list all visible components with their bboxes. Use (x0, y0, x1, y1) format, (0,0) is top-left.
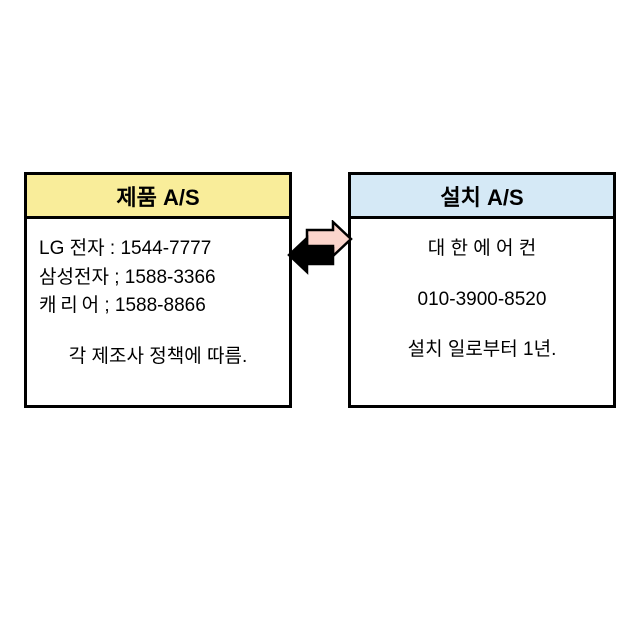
contact-phone: 1588-3366 (125, 264, 216, 293)
contact-separator: : (105, 235, 121, 264)
contact-separator: ; (99, 292, 115, 321)
product-as-body: LG 전자 : 1544-7777 삼성전자 ; 1588-3366 캐 리 어… (27, 219, 289, 387)
install-policy: 설치 일로부터 1년. (363, 336, 601, 365)
contact-separator: ; (109, 264, 125, 293)
contact-phone: 1544-7777 (120, 235, 211, 264)
contact-row: 캐 리 어 ; 1588-8866 (39, 292, 277, 321)
install-phone: 010-3900-8520 (363, 286, 601, 315)
product-as-title: 제품 A/S (116, 180, 199, 212)
install-as-body: 대 한 에 어 컨 010-3900-8520 설치 일로부터 1년. (351, 219, 613, 381)
contact-row: LG 전자 : 1544-7777 (39, 235, 277, 264)
contact-label: 삼성전자 (39, 264, 109, 293)
contact-phone: 1588-8866 (115, 292, 206, 321)
contact-row: 삼성전자 ; 1588-3366 (39, 264, 277, 293)
install-as-title: 설치 A/S (440, 180, 523, 212)
install-company: 대 한 에 어 컨 (363, 235, 601, 264)
product-as-header: 제품 A/S (27, 175, 289, 219)
as-info-diagram: 제품 A/S LG 전자 : 1544-7777 삼성전자 ; 1588-336… (24, 172, 616, 412)
install-as-header: 설치 A/S (351, 175, 613, 219)
product-as-panel: 제품 A/S LG 전자 : 1544-7777 삼성전자 ; 1588-336… (24, 172, 292, 408)
install-as-panel: 설치 A/S 대 한 에 어 컨 010-3900-8520 설치 일로부터 1… (348, 172, 616, 408)
product-policy: 각 제조사 정책에 따름. (39, 343, 277, 372)
contact-label: LG 전자 (39, 235, 105, 264)
contact-label: 캐 리 어 (39, 292, 99, 321)
bidirectional-arrow-icon (287, 220, 353, 280)
